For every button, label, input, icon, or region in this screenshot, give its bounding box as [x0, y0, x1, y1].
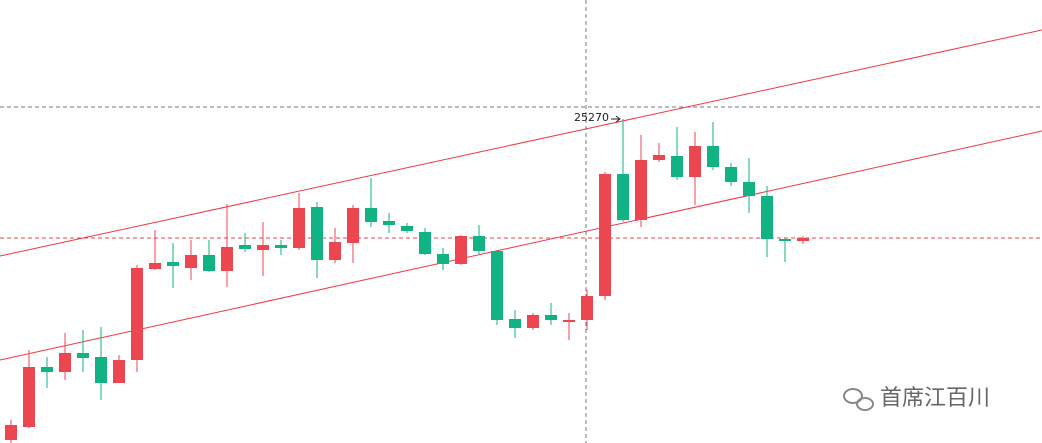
candle-body — [203, 255, 215, 271]
candles — [5, 119, 809, 443]
candle-body — [599, 174, 611, 296]
candle-body — [671, 156, 683, 177]
candle-body — [617, 174, 629, 220]
candle-body — [653, 155, 665, 160]
candle-body — [41, 367, 53, 372]
candle-body — [563, 320, 575, 322]
candle-body — [59, 353, 71, 372]
candle-body — [77, 353, 89, 358]
candle-body — [257, 245, 269, 250]
candle-body — [167, 262, 179, 266]
candle-body — [707, 146, 719, 167]
candle-body — [491, 251, 503, 320]
max-arrow — [611, 115, 621, 123]
trend-line-upper — [0, 29, 1042, 257]
candle-body — [473, 236, 485, 251]
candle-body — [365, 208, 377, 222]
candle-body — [239, 245, 251, 249]
candle-body — [401, 226, 413, 231]
candle-body — [455, 236, 467, 264]
candle-body — [725, 167, 737, 182]
candle-body — [131, 268, 143, 360]
candle-body — [293, 208, 305, 248]
candle-body — [419, 232, 431, 254]
candle-body — [5, 425, 17, 440]
candle-body — [689, 146, 701, 177]
candle-body — [311, 207, 323, 260]
candle-body — [275, 245, 287, 248]
candle-body — [527, 315, 539, 328]
candle-body — [329, 242, 341, 260]
candle-body — [545, 315, 557, 320]
candle-body — [797, 238, 809, 241]
candle-body — [23, 367, 35, 427]
candle-body — [761, 196, 773, 239]
candle-body — [185, 255, 197, 268]
candle-body — [635, 160, 647, 220]
candle-body — [347, 208, 359, 243]
candle-body — [149, 263, 161, 269]
candle-body — [95, 357, 107, 383]
max-label: 25270 — [574, 111, 609, 124]
candle-body — [581, 296, 593, 320]
candle-body — [383, 221, 395, 225]
watermark: 首席江百川 — [880, 386, 990, 411]
watermark-icon — [843, 388, 874, 411]
candle-body — [437, 254, 449, 264]
candle-body — [509, 319, 521, 328]
candle-body — [779, 239, 791, 241]
trend-line-lower — [0, 130, 1042, 361]
candle-body — [743, 182, 755, 196]
candle-body — [113, 360, 125, 383]
candle-body — [221, 247, 233, 271]
